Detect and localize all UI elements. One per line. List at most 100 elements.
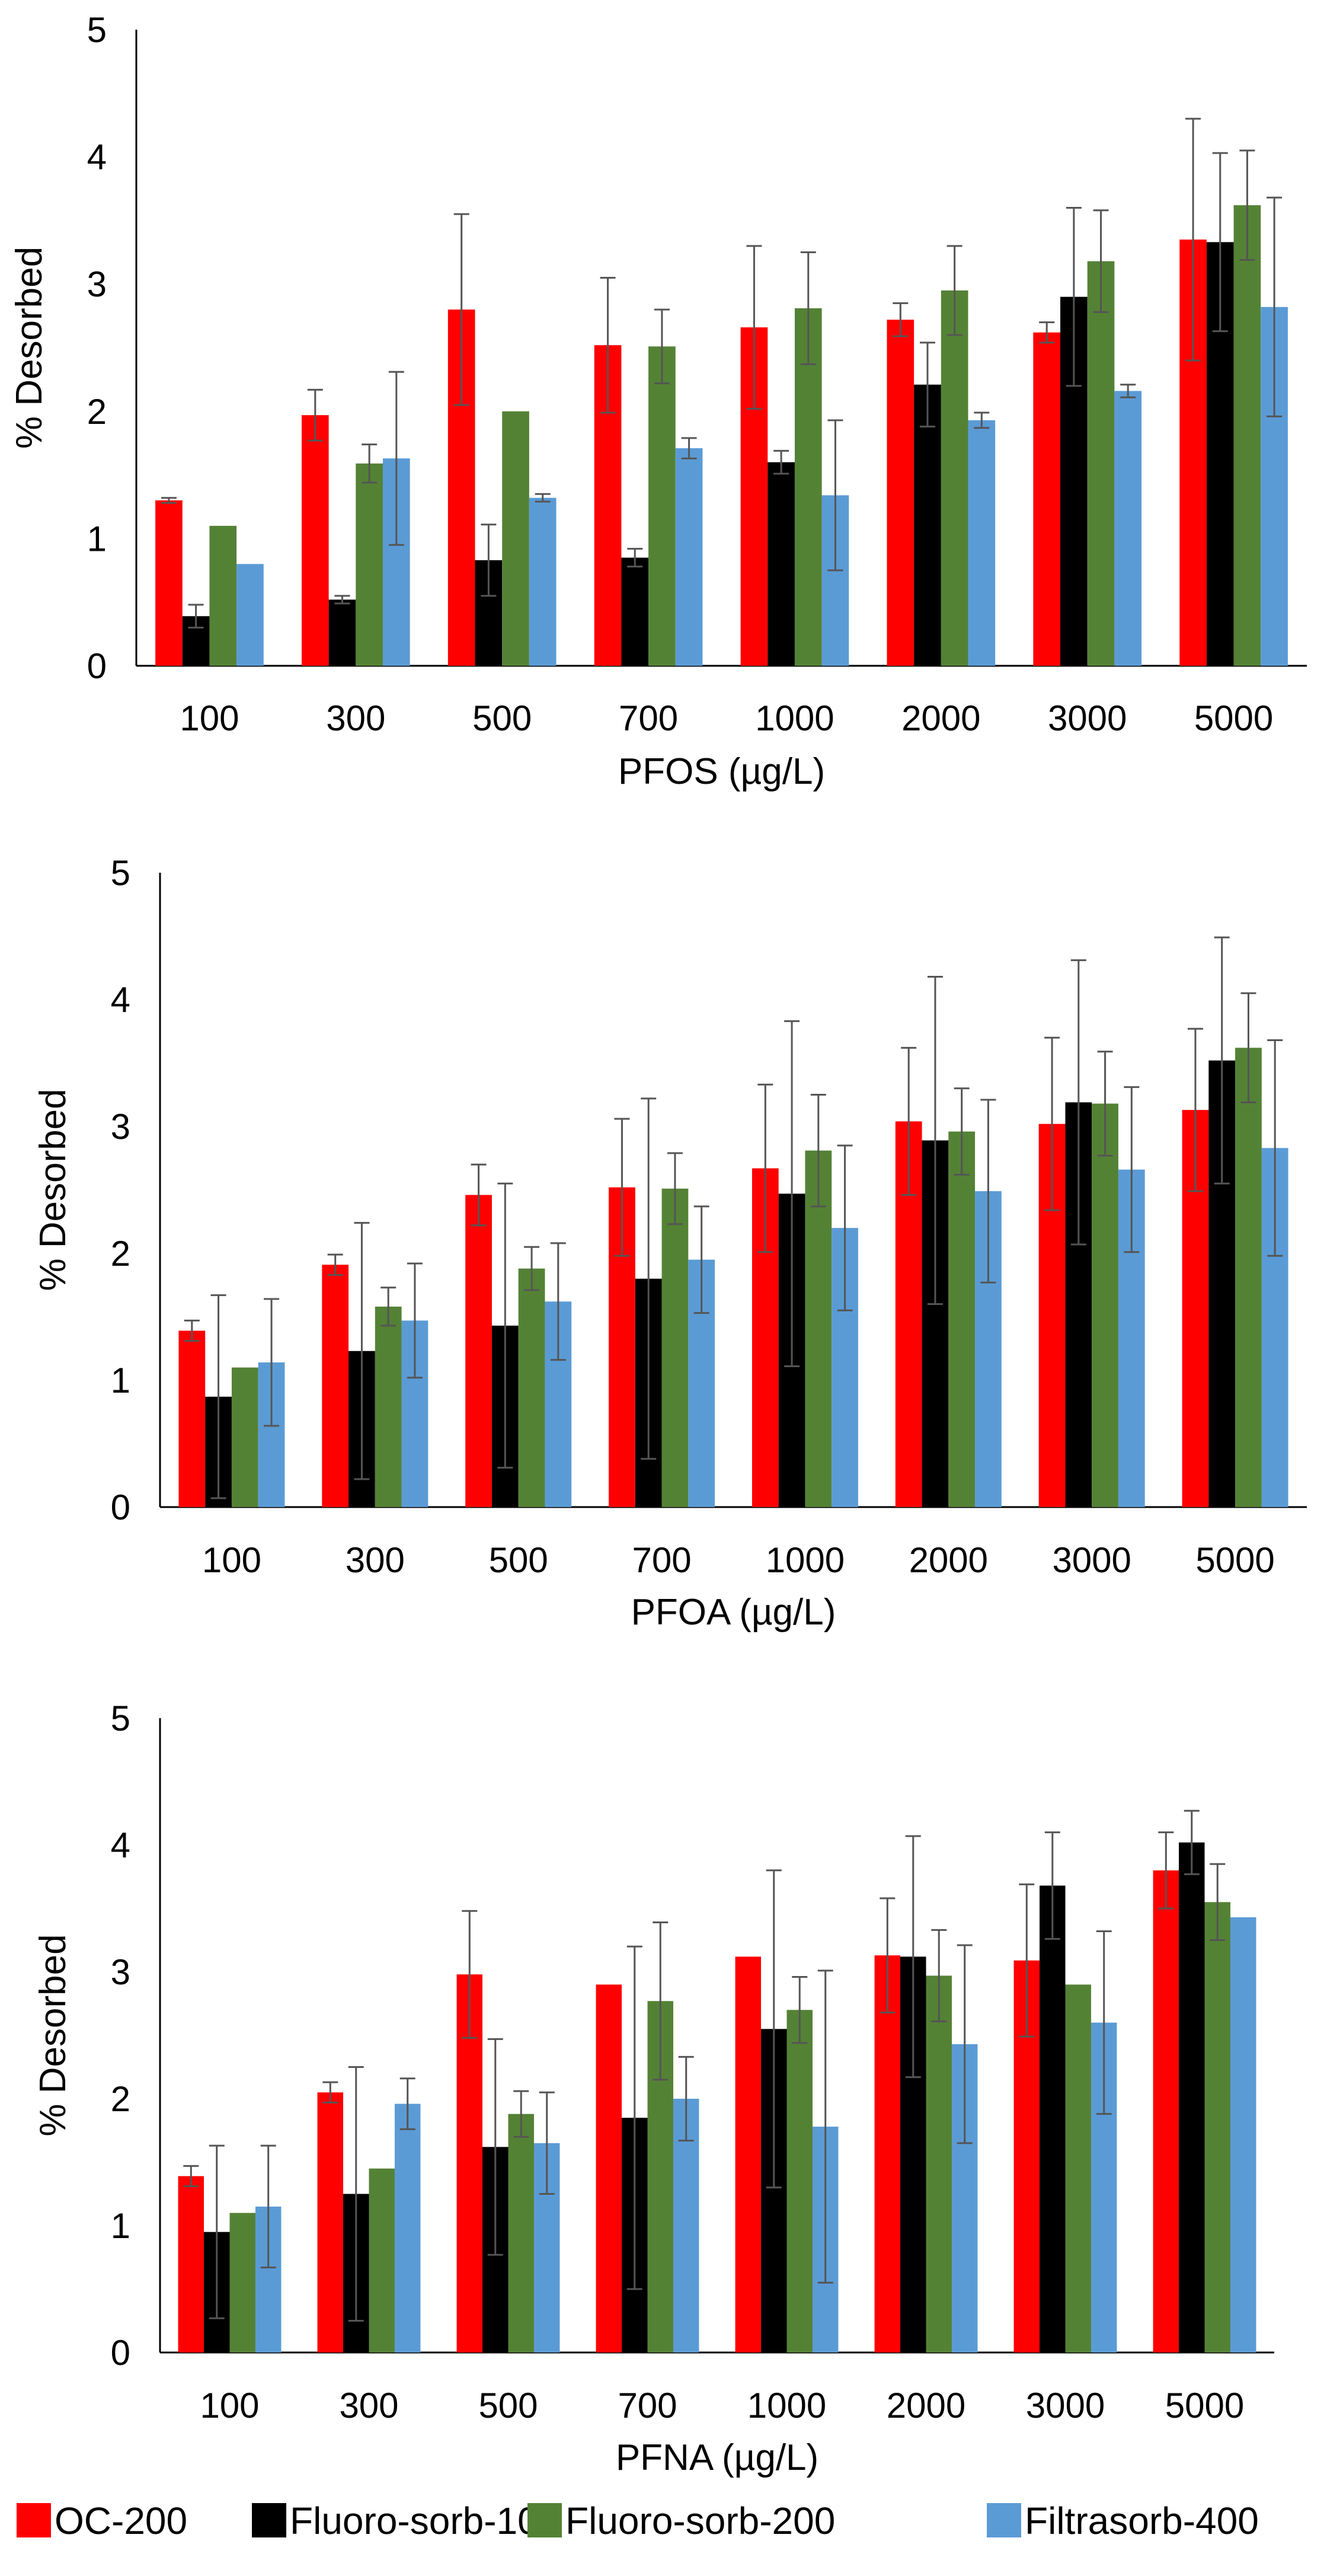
bar-fluoro-sorb-200-1000: [805, 1150, 832, 1507]
bar-fluoro-sorb-200-2000: [948, 1131, 976, 1507]
error-bar: [1124, 1086, 1140, 1253]
error-bar: [209, 2144, 225, 2319]
error-bar: [260, 2144, 276, 2269]
bar-oc-200-700: [596, 1984, 622, 2352]
error-bar: [348, 2066, 364, 2322]
error-bar: [481, 524, 497, 597]
x-tick-label: 100: [180, 698, 239, 738]
error-bar: [1239, 149, 1255, 261]
bar-fluoro-sorb-200-100: [231, 1367, 258, 1507]
error-bar: [513, 2090, 529, 2138]
error-bar: [1158, 1831, 1174, 1910]
bar-oc-200-2000: [887, 320, 914, 666]
y-tick-label: 0: [111, 1487, 130, 1527]
error-bar: [1214, 936, 1230, 1185]
error-bar: [354, 1222, 370, 1480]
bar-filtrasorb-400-2000: [968, 420, 996, 666]
x-tick-label: 2000: [887, 2386, 965, 2425]
error-bar: [535, 493, 551, 503]
x-tick-label: 500: [472, 698, 532, 738]
y-tick-label: 5: [87, 10, 107, 50]
error-bar: [667, 1152, 683, 1225]
error-bar: [653, 1921, 669, 2081]
error-bar: [188, 604, 204, 629]
y-tick-label: 3: [111, 1952, 130, 1992]
y-tick-label: 2: [87, 392, 107, 432]
error-bar: [388, 371, 404, 546]
x-tick-label: 500: [489, 1540, 548, 1580]
x-tick-label: 700: [619, 698, 678, 738]
y-tick-label: 3: [111, 1107, 130, 1147]
error-bar: [901, 1046, 917, 1196]
bar-fluoro-sorb-200-300: [375, 1306, 402, 1507]
x-tick-label: 1000: [747, 2386, 826, 2425]
bar-oc-200-3000: [1033, 332, 1061, 666]
error-bar: [766, 1869, 782, 2189]
error-bar: [757, 1083, 773, 1253]
legend-swatch: [17, 2503, 51, 2537]
bar-fluoro-sorb-200-500: [508, 2114, 534, 2352]
error-bar: [407, 1262, 423, 1379]
legend: OC-200 Fluoro-sorb-100 Fluoro-sorb-200 Filt…: [17, 2500, 1259, 2542]
error-bar: [746, 245, 762, 410]
x-tick-label: 5000: [1165, 2386, 1244, 2425]
error-bar: [1267, 196, 1283, 417]
x-tick-label: 100: [202, 1540, 261, 1580]
error-bar: [183, 2165, 199, 2188]
error-bar: [880, 1897, 896, 2013]
error-bar: [784, 1020, 800, 1367]
y-tick-label: 2: [111, 1234, 130, 1273]
error-bar: [1070, 959, 1086, 1246]
y-tick-label: 5: [111, 853, 130, 893]
bar-fluoro-sorb-200-1000: [786, 2010, 813, 2352]
y-tick-label: 2: [111, 2079, 130, 2119]
error-bar: [453, 213, 469, 406]
error-bar: [362, 443, 378, 484]
error-bar: [264, 1298, 280, 1427]
legend-label: Fluoro-sorb-100: [290, 2500, 559, 2542]
x-tick-label: 1000: [766, 1540, 845, 1580]
bar-fluoro-sorb-200-100: [229, 2213, 255, 2352]
bar-filtrasorb-400-500: [529, 497, 557, 666]
error-bar: [681, 437, 697, 459]
legend-label: Fluoro-sorb-200: [565, 2500, 835, 2542]
error-bar: [1097, 1051, 1113, 1157]
error-bar: [487, 2038, 503, 2256]
x-tick-label: 2000: [901, 698, 980, 738]
error-bar: [550, 1242, 566, 1361]
y-axis-title: % Desorbed: [33, 1934, 73, 2136]
error-bar: [1093, 209, 1109, 313]
error-bar: [1044, 1831, 1060, 1940]
error-bar: [462, 1910, 478, 2039]
bar-fluoro-sorb-200-5000: [1235, 1048, 1262, 1507]
error-bar: [1240, 992, 1256, 1103]
bar-oc-200-1000: [735, 1956, 762, 2352]
x-tick-label: 3000: [1026, 2386, 1105, 2425]
y-tick-label: 1: [111, 1361, 130, 1400]
x-tick-label: 2000: [909, 1540, 988, 1580]
bar-fluoro-sorb-200-1000: [794, 308, 822, 666]
y-tick-label: 0: [87, 646, 107, 686]
x-tick-label: 700: [632, 1540, 692, 1580]
x-tick-label: 100: [200, 2386, 259, 2425]
x-tick-label: 300: [339, 2386, 398, 2425]
error-bar: [919, 341, 935, 428]
error-bar: [773, 449, 789, 475]
error-bar: [497, 1182, 513, 1469]
error-bar: [334, 595, 350, 605]
error-bar: [837, 1144, 853, 1311]
error-bar: [210, 1294, 226, 1499]
error-bar: [322, 2081, 338, 2103]
bar-oc-200-300: [301, 415, 329, 666]
error-bar: [600, 276, 616, 414]
error-bar: [957, 1944, 973, 2144]
error-bar: [327, 1253, 343, 1276]
legend-item-oc-200: OC-200: [17, 2500, 187, 2542]
legend-item-filtrasorb-400: Filtrasorb-400: [987, 2500, 1259, 2542]
error-bar: [1039, 321, 1055, 344]
bar-fluoro-sorb-200-2000: [926, 1975, 952, 2352]
chart-panel-1: 0 1 2 3 4 5 % Desorbed PFOS (µg/L) 100 300 500 700 1…: [9, 10, 1307, 792]
bar-filtrasorb-400-100: [236, 564, 264, 666]
bar-fluoro-sorb-200-5000: [1204, 1902, 1230, 2352]
